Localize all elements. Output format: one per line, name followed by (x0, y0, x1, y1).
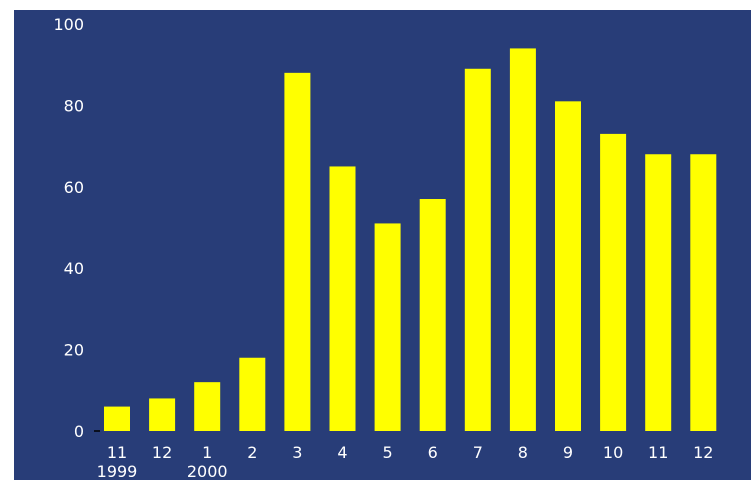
y-tick-label: 0 (74, 422, 84, 441)
x-tick-label: 10 (603, 443, 623, 462)
x-tick-label: 5 (383, 443, 393, 462)
bar (149, 398, 176, 431)
bar (690, 154, 717, 432)
x-tick-label: 11 (107, 443, 127, 462)
y-axis: 0 20 40 60 80 100 (53, 15, 100, 441)
bar (104, 406, 130, 431)
bar (464, 68, 491, 432)
bar (600, 133, 627, 431)
x-tick-label: 3 (292, 443, 302, 462)
year-label: 2000 (187, 462, 228, 480)
y-tick-label: 40 (64, 259, 84, 278)
bar (329, 166, 356, 431)
x-tick-label: 12 (152, 443, 172, 462)
bar (284, 72, 311, 431)
bar (555, 101, 581, 431)
x-tick-label: 7 (473, 443, 483, 462)
bar-series (104, 48, 717, 432)
bar (239, 357, 266, 431)
x-tick-label: 4 (337, 443, 347, 462)
bar (645, 154, 672, 432)
bar (509, 48, 536, 432)
x-tick-label: 11 (648, 443, 668, 462)
y-tick-label: 60 (64, 178, 84, 197)
x-axis: 11 12 1 2 3 4 5 6 7 8 9 10 11 12 (107, 443, 714, 462)
bar (419, 199, 446, 431)
x-tick-label: 1 (202, 443, 212, 462)
x-tick-label: 6 (428, 443, 438, 462)
y-tick-label: 20 (64, 341, 84, 360)
y-tick-label: 100 (53, 15, 84, 34)
x-tick-label: 9 (563, 443, 573, 462)
bar (194, 382, 221, 431)
y-tick-label: 80 (64, 96, 84, 115)
x-tick-label: 2 (247, 443, 257, 462)
year-label: 1999 (97, 462, 138, 480)
year-labels: 1999 2000 (97, 462, 228, 480)
x-tick-label: 8 (518, 443, 528, 462)
bar (374, 223, 401, 431)
x-tick-label: 12 (693, 443, 713, 462)
